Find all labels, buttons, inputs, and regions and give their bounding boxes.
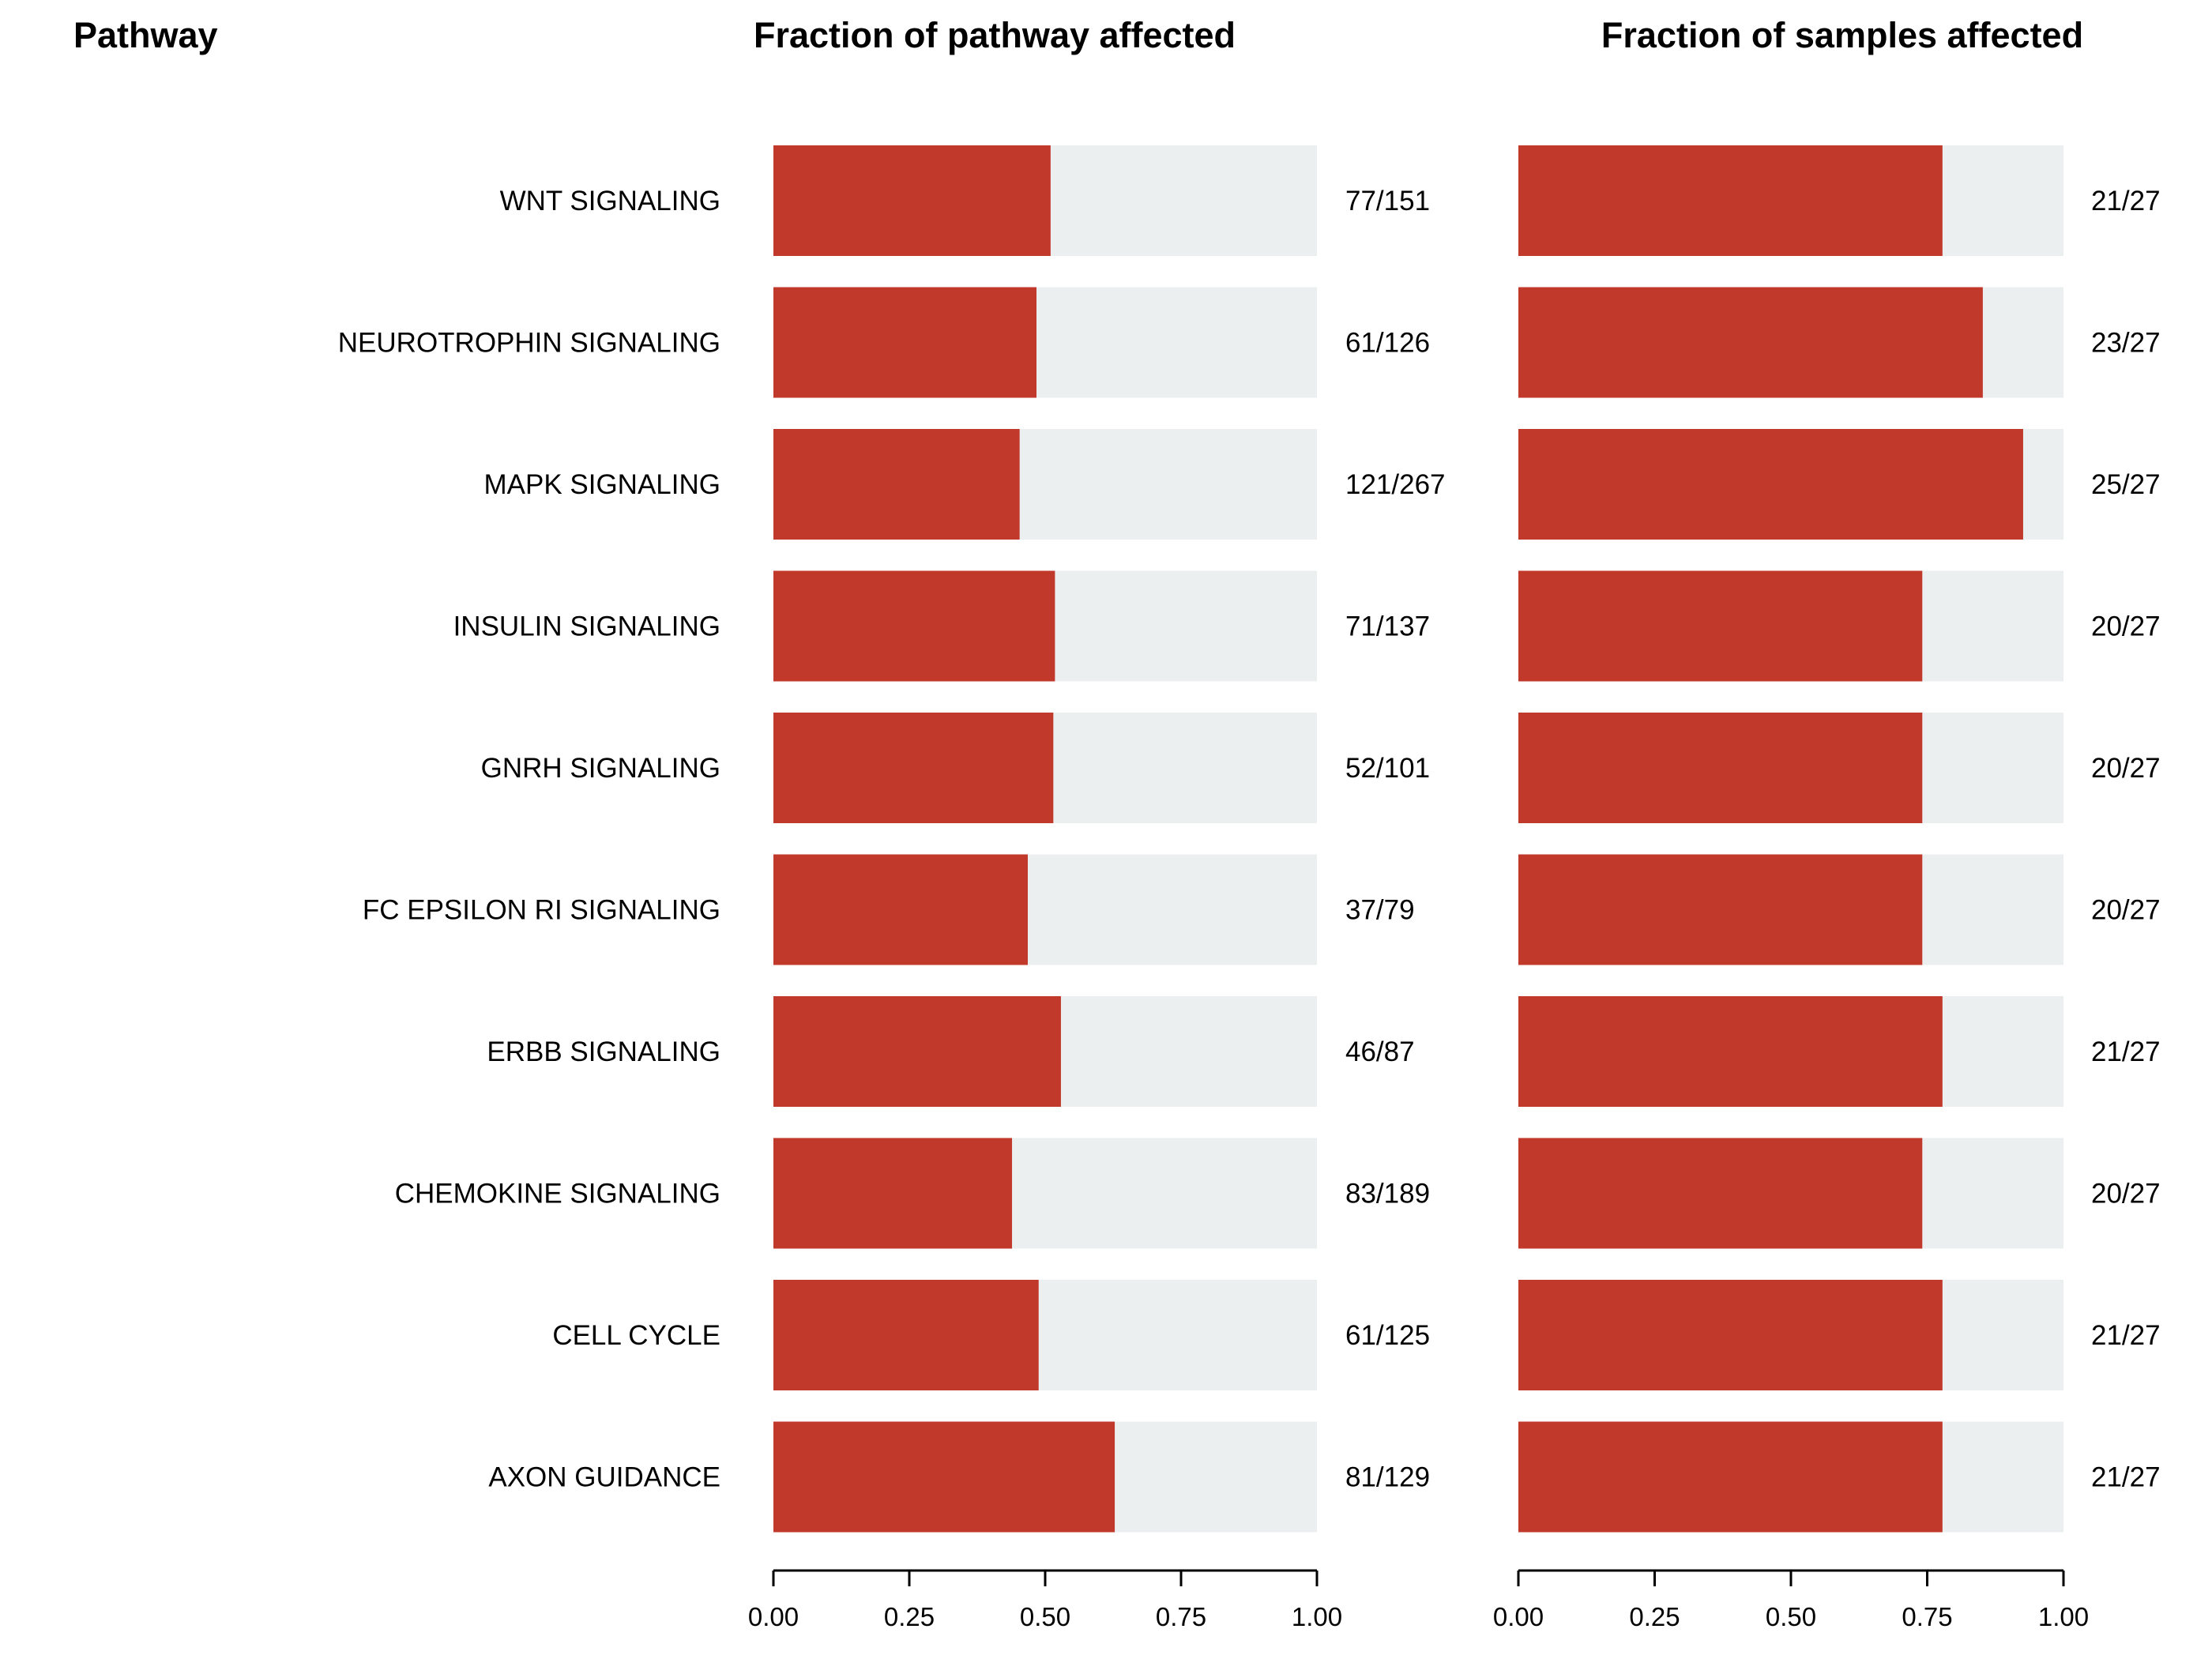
x-tick-label: 0.25 bbox=[884, 1602, 935, 1631]
bar-affected bbox=[773, 287, 1036, 398]
pathway-label: WNT SIGNALING bbox=[500, 186, 720, 216]
fraction-label: 121/267 bbox=[1345, 469, 1446, 500]
bar-affected bbox=[1518, 1280, 1943, 1390]
bar-affected bbox=[773, 1138, 1013, 1249]
bar-affected bbox=[1518, 996, 1943, 1107]
bar-affected bbox=[1518, 287, 1983, 398]
fraction-label: 52/101 bbox=[1345, 753, 1430, 784]
pathway-label: GNRH SIGNALING bbox=[481, 753, 720, 784]
pathway-label: CHEMOKINE SIGNALING bbox=[395, 1179, 720, 1209]
bar-affected bbox=[773, 713, 1054, 823]
left-panel-title: Fraction of pathway affected bbox=[754, 15, 1236, 55]
pathway-label: NEUROTROPHIN SIGNALING bbox=[338, 328, 720, 359]
x-tick-label: 0.25 bbox=[1629, 1602, 1680, 1631]
fraction-label: 83/189 bbox=[1345, 1179, 1430, 1209]
bar-affected bbox=[1518, 1138, 1923, 1249]
bar-affected bbox=[1518, 145, 1943, 256]
pathway-label: MAPK SIGNALING bbox=[483, 469, 720, 500]
fraction-label: 23/27 bbox=[2091, 328, 2161, 359]
fraction-label: 37/79 bbox=[1345, 895, 1415, 926]
bar-affected bbox=[773, 1421, 1115, 1533]
bar-affected bbox=[1518, 429, 2023, 540]
x-tick-label: 0.50 bbox=[1766, 1602, 1816, 1631]
fraction-label: 71/137 bbox=[1345, 611, 1430, 642]
pathway-label: INSULIN SIGNALING bbox=[453, 611, 720, 642]
pathway-labels: WNT SIGNALING NEUROTROPHIN SIGNALING MAPK … bbox=[338, 186, 720, 1493]
fraction-label: 21/27 bbox=[2091, 186, 2161, 216]
bar-affected bbox=[773, 854, 1028, 965]
fraction-label: 61/125 bbox=[1345, 1320, 1430, 1351]
bar-affected bbox=[773, 996, 1061, 1107]
bar-affected bbox=[773, 570, 1055, 682]
fraction-label: 21/27 bbox=[2091, 1462, 2161, 1493]
x-tick-label: 1.00 bbox=[2038, 1602, 2089, 1631]
x-tick-label: 0.75 bbox=[1156, 1602, 1206, 1631]
x-tick-label: 1.00 bbox=[1292, 1602, 1342, 1631]
fraction-label: 21/27 bbox=[2091, 1320, 2161, 1351]
x-tick-label: 0.50 bbox=[1020, 1602, 1070, 1631]
bar-affected bbox=[1518, 713, 1923, 823]
fraction-label: 77/151 bbox=[1345, 186, 1430, 216]
pathway-label: FC EPSILON RI SIGNALING bbox=[363, 895, 720, 926]
x-tick-label: 0.00 bbox=[748, 1602, 799, 1631]
fraction-label: 81/129 bbox=[1345, 1462, 1430, 1493]
fraction-label: 20/27 bbox=[2091, 895, 2161, 926]
pathway-header: Pathway bbox=[73, 15, 218, 55]
fraction-label: 61/126 bbox=[1345, 328, 1430, 359]
bar-affected bbox=[1518, 570, 1923, 682]
pathway-label: AXON GUIDANCE bbox=[488, 1462, 720, 1493]
bar-affected bbox=[773, 429, 1020, 540]
bar-affected bbox=[773, 145, 1051, 256]
fraction-label: 21/27 bbox=[2091, 1036, 2161, 1067]
bar-affected bbox=[1518, 1421, 1943, 1533]
x-tick-label: 0.00 bbox=[1493, 1602, 1544, 1631]
fraction-label: 20/27 bbox=[2091, 753, 2161, 784]
pathway-label: ERBB SIGNALING bbox=[487, 1036, 720, 1067]
fraction-label: 20/27 bbox=[2091, 611, 2161, 642]
bar-affected bbox=[1518, 854, 1923, 965]
bar-affected bbox=[773, 1280, 1039, 1390]
right-panel-title: Fraction of samples affected bbox=[1601, 15, 2083, 55]
fraction-label: 20/27 bbox=[2091, 1179, 2161, 1209]
left-panel: 77/151 61/126 121/267 71/137 52/101 37/79 46/8… bbox=[748, 145, 1446, 1631]
fraction-label: 46/87 bbox=[1345, 1036, 1415, 1067]
right-panel: 21/27 23/27 25/27 20/27 20/27 20/27 21/27 20/27… bbox=[1493, 145, 2161, 1631]
x-tick-label: 0.75 bbox=[1902, 1602, 1952, 1631]
fraction-label: 25/27 bbox=[2091, 469, 2161, 500]
pathway-label: CELL CYCLE bbox=[552, 1320, 720, 1351]
